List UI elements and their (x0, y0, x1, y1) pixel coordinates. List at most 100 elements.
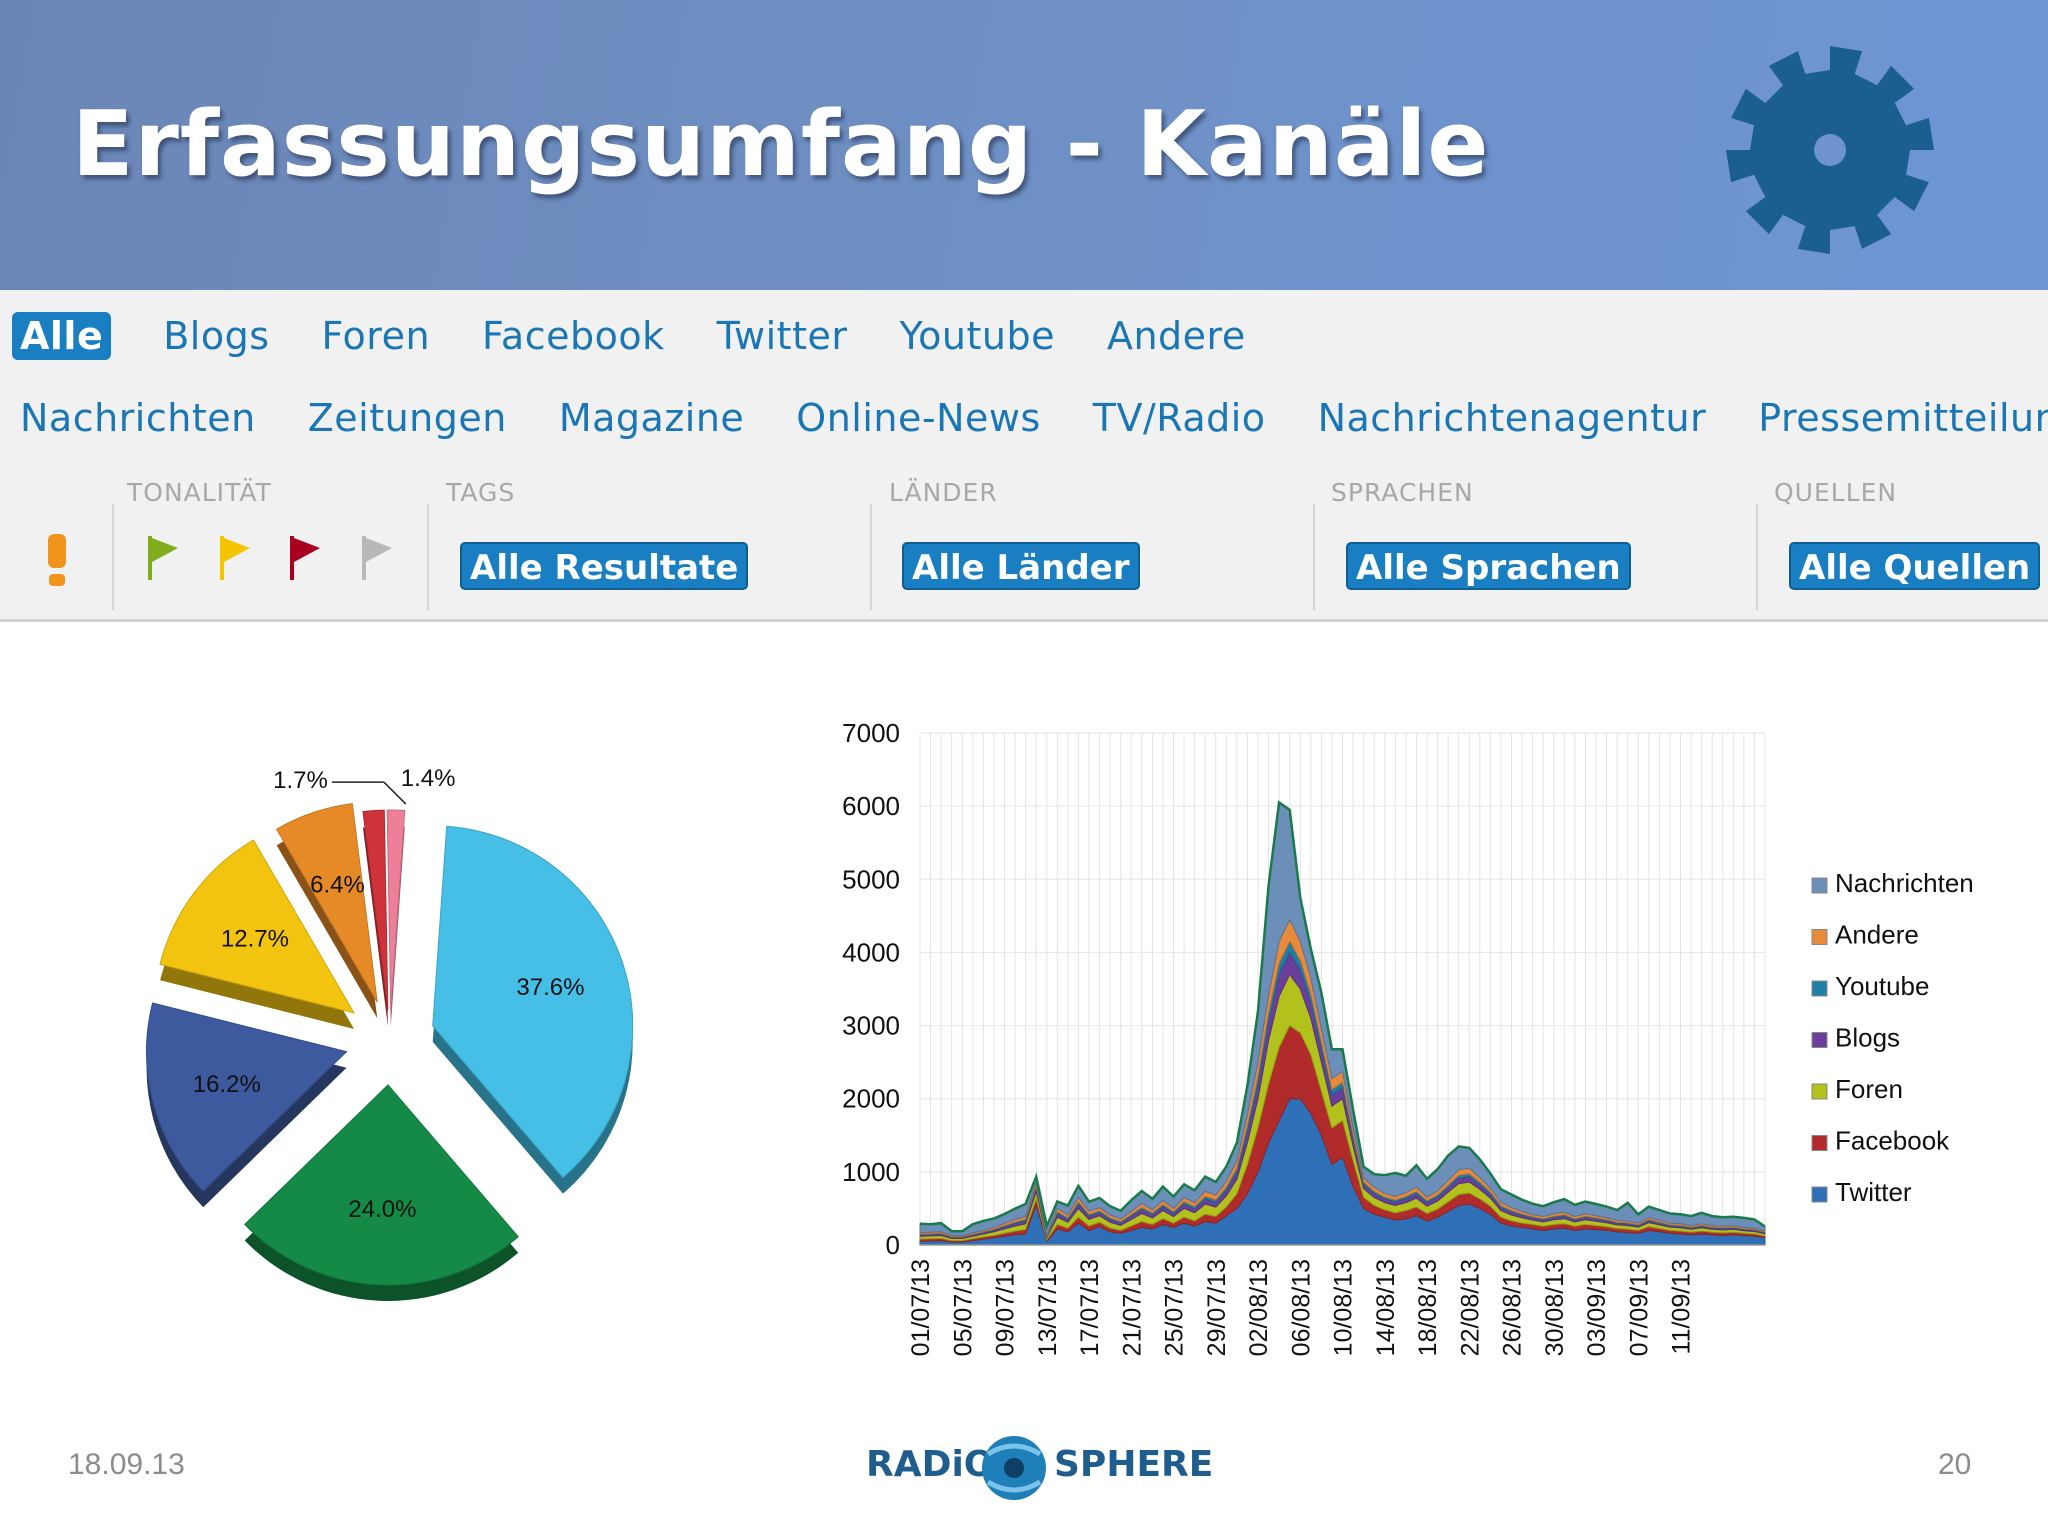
x-tick-label: 21/07/13 (1118, 1259, 1146, 1356)
warning-exclamation-icon[interactable] (44, 534, 70, 586)
x-tick-label: 03/09/13 (1583, 1259, 1611, 1356)
sprachen-dropdown-button[interactable]: Alle Sprachen (1346, 542, 1631, 590)
flag-neutral-icon[interactable] (218, 536, 252, 580)
tags-label: TAGS (446, 478, 516, 507)
filter-toolbar: Alle Blogs Foren Facebook Twitter Youtub… (0, 290, 2048, 622)
pie-data-label: 24.0% (348, 1196, 416, 1223)
tab-blogs[interactable]: Blogs (163, 314, 270, 358)
tab-pressemitteilungen[interactable]: Pressemitteilungen (1758, 396, 2048, 440)
tab-andere[interactable]: Andere (1106, 314, 1246, 358)
legend-swatch (1811, 1186, 1828, 1203)
legend-swatch (1811, 980, 1828, 997)
legend-swatch (1811, 929, 1828, 945)
tonalitaet-label: TONALITÄT (127, 478, 272, 507)
quellen-dropdown-button[interactable]: Alle Quellen (1789, 542, 2041, 590)
x-tick-label: 22/08/13 (1456, 1259, 1484, 1356)
legend-swatch (1811, 1135, 1828, 1151)
header-banner: Erfassungsumfang - Kanäle (0, 0, 2048, 290)
page-number: 20 (1938, 1448, 1972, 1481)
tags-dropdown-button[interactable]: Alle Resultate (460, 542, 749, 590)
legend-label: Twitter (1835, 1177, 1912, 1207)
legend-label: Nachrichten (1835, 868, 1974, 898)
y-tick-label: 0 (886, 1230, 900, 1260)
y-tick-label: 1000 (842, 1157, 900, 1187)
x-tick-label: 29/07/13 (1203, 1259, 1231, 1356)
laender-dropdown-button[interactable]: Alle Länder (902, 542, 1140, 590)
y-tick-label: 2000 (842, 1084, 900, 1114)
tab-foren[interactable]: Foren (321, 314, 431, 358)
x-tick-label: 18/08/13 (1414, 1259, 1442, 1356)
tab-twitter[interactable]: Twitter (716, 314, 848, 358)
x-tick-label: 10/08/13 (1330, 1259, 1358, 1356)
y-tick-label: 7000 (842, 718, 900, 748)
gear-icon (1726, 46, 1934, 254)
pie-slice (159, 839, 356, 1014)
pie-slice (243, 1084, 519, 1286)
x-tick-label: 07/09/13 (1625, 1259, 1653, 1356)
tab-online-news[interactable]: Online-News (796, 396, 1041, 440)
x-tick-label: 17/07/13 (1076, 1259, 1104, 1356)
tab-nachrichtenagentur[interactable]: Nachrichtenagentur (1317, 396, 1707, 440)
x-tick-label: 09/07/13 (992, 1259, 1020, 1356)
x-tick-label: 01/07/13 (907, 1259, 935, 1356)
pie-slice (146, 1002, 348, 1192)
y-tick-label: 6000 (842, 791, 900, 821)
channel-share-pie-chart: 37.6% 24.0% 16.2% 12.7% 6.4% 1.7% 1.4% (146, 765, 634, 1301)
flag-unrated-icon[interactable] (360, 536, 394, 580)
pie-data-label: 1.4% (401, 765, 456, 792)
pie-data-label: 6.4% (310, 872, 365, 899)
x-tick-label: 25/07/13 (1161, 1259, 1189, 1356)
x-tick-label: 30/08/13 (1541, 1259, 1569, 1356)
x-tick-label: 05/07/13 (949, 1259, 977, 1356)
flag-negative-icon[interactable] (288, 536, 322, 580)
pie-slice (386, 809, 406, 1011)
pie-slice (432, 825, 634, 1179)
divider (112, 504, 114, 610)
tab-nachrichten[interactable]: Nachrichten (20, 396, 256, 440)
tab-youtube[interactable]: Youtube (899, 314, 1055, 358)
channel-volume-area-chart: 0 1000 2000 3000 4000 5000 6000 7000 01/07/13 05/… (842, 718, 1974, 1356)
pie-slice (275, 803, 378, 1003)
legend-label: Foren (1835, 1074, 1903, 1104)
x-tick-label: 26/08/13 (1499, 1259, 1527, 1356)
flag-positive-icon[interactable] (146, 536, 180, 580)
pie-data-label: 16.2% (193, 1071, 261, 1098)
legend-label: Youtube (1835, 971, 1929, 1001)
footer-date: 18.09.13 (68, 1448, 185, 1481)
tab-facebook[interactable]: Facebook (482, 314, 665, 358)
pie-data-label: 37.6% (516, 974, 584, 1001)
divider (427, 504, 429, 610)
x-tick-label: 13/07/13 (1034, 1259, 1062, 1356)
pie-data-label: 1.7% (273, 767, 328, 794)
channel-tabs-row-2: Nachrichten Zeitungen Magazine Online-Ne… (20, 390, 2048, 446)
tab-alle[interactable]: Alle (12, 312, 112, 360)
y-tick-label: 4000 (842, 937, 900, 967)
y-tick-label: 5000 (842, 864, 900, 894)
legend-swatch (1811, 1032, 1828, 1048)
pie-leader-line (383, 781, 407, 805)
brand-name-right: SPHERE (1054, 1444, 1214, 1485)
divider (1756, 504, 1758, 610)
legend-swatch (1811, 1083, 1828, 1100)
x-tick-label: 06/08/13 (1287, 1259, 1315, 1356)
laender-label: LÄNDER (889, 478, 998, 507)
area-top-outline (919, 800, 1766, 1233)
tab-tv-radio[interactable]: TV/Radio (1092, 396, 1266, 440)
channel-tabs-row-1: Alle Blogs Foren Facebook Twitter Youtub… (12, 308, 1298, 364)
legend-swatch (1811, 877, 1828, 894)
globe-logo-icon (982, 1436, 1046, 1500)
tab-magazine[interactable]: Magazine (558, 396, 745, 440)
y-tick-label: 3000 (842, 1011, 900, 1041)
pie-data-label: 12.7% (221, 925, 289, 952)
quellen-label: QUELLEN (1774, 478, 1898, 507)
pie-slice (362, 809, 389, 1011)
x-tick-label: 14/08/13 (1372, 1259, 1400, 1356)
x-tick-label: 11/09/13 (1668, 1259, 1696, 1354)
tab-zeitungen[interactable]: Zeitungen (307, 396, 507, 440)
divider (1313, 504, 1315, 610)
divider (870, 504, 872, 610)
x-tick-label: 02/08/13 (1245, 1259, 1273, 1356)
legend-label: Facebook (1835, 1126, 1950, 1156)
legend-label: Andere (1835, 920, 1919, 950)
